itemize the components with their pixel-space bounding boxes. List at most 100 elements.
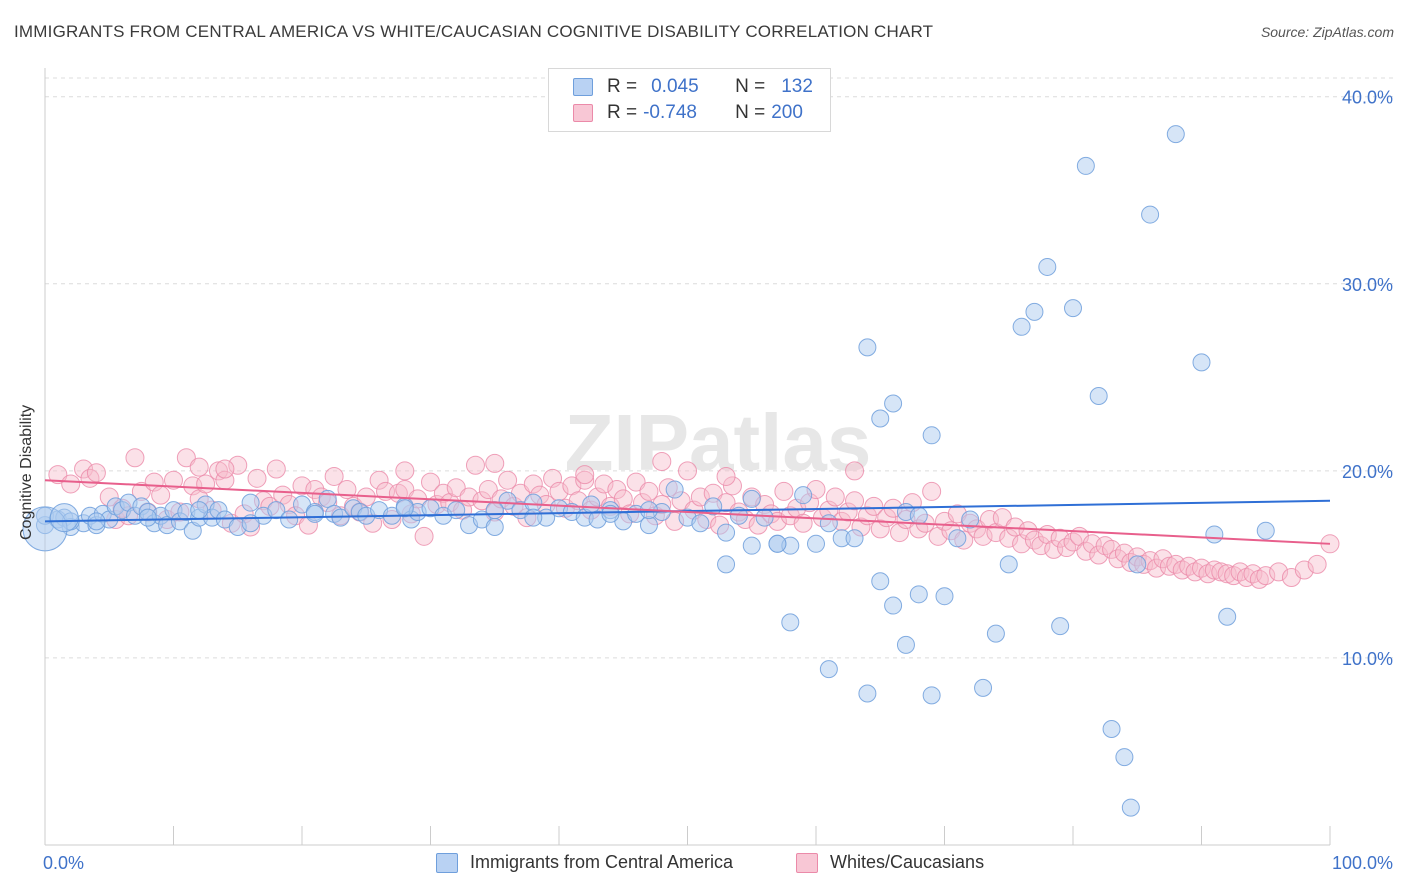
data-point-whites (292, 476, 312, 496)
data-point-central-america (1064, 299, 1082, 318)
data-point-whites (639, 481, 659, 501)
data-point-central-america (909, 585, 928, 604)
data-point-whites (208, 461, 228, 481)
data-point-central-america (858, 338, 877, 357)
data-point-central-america (909, 506, 928, 525)
data-point-whites (1050, 528, 1070, 548)
data-point-whites (678, 461, 697, 481)
data-point-whites (446, 478, 466, 498)
data-point-central-america (138, 508, 157, 527)
y-tick-label: 10.0% (1342, 649, 1393, 669)
data-point-whites (1089, 545, 1109, 565)
legend-label: Whites/Caucasians (830, 852, 985, 872)
data-point-central-america (1256, 521, 1275, 540)
legend-row-blue: R = 0.045 N = 132 (573, 75, 813, 99)
data-point-whites (845, 461, 865, 481)
series-legend: Immigrants from Central America Whites/C… (0, 852, 1406, 878)
data-point-central-america (742, 489, 761, 508)
data-point-central-america (871, 409, 890, 428)
data-point-central-america (241, 493, 260, 512)
data-point-whites (1294, 560, 1314, 580)
data-point-whites (395, 461, 415, 481)
data-point-whites (1031, 536, 1051, 556)
legend-item-central-america: Immigrants from Central America (436, 852, 733, 873)
data-point-whites (652, 452, 672, 471)
data-point-central-america (986, 624, 1005, 643)
data-point-whites (690, 487, 710, 507)
data-point-whites (716, 466, 736, 486)
n-label: N = (735, 76, 766, 97)
data-point-central-america (794, 486, 813, 505)
data-point-whites (421, 472, 440, 492)
data-point-whites (999, 528, 1019, 548)
data-point-whites (498, 470, 518, 490)
data-point-whites (189, 457, 209, 477)
data-point-whites (266, 459, 286, 479)
data-point-whites (575, 470, 595, 490)
data-point-whites (1211, 562, 1231, 582)
data-point-whites (607, 480, 627, 500)
data-point-central-america (768, 534, 787, 553)
data-point-central-america (665, 480, 684, 499)
data-point-central-america (524, 508, 543, 527)
data-point-whites (324, 466, 344, 486)
data-point-central-america (1141, 205, 1160, 224)
chart-title: IMMIGRANTS FROM CENTRAL AMERICA VS WHITE… (14, 22, 934, 41)
r-value: 0.045 (651, 76, 699, 97)
data-point-central-america (1205, 525, 1224, 544)
data-point-central-america (305, 504, 324, 523)
axes (44, 68, 1331, 846)
data-point-whites (1114, 543, 1134, 563)
data-point-central-america (485, 501, 504, 520)
data-point-whites (86, 463, 106, 483)
data-point-central-america (1192, 353, 1211, 372)
data-point-whites (1018, 521, 1038, 541)
data-point-whites (433, 483, 453, 503)
data-point-whites (1269, 562, 1289, 582)
data-point-whites (1076, 541, 1096, 561)
n-label: N = (735, 102, 766, 123)
y-tick-label: 20.0% (1342, 462, 1393, 482)
trend-line-whites (44, 479, 1331, 545)
data-point-whites (722, 476, 742, 496)
data-point-whites (228, 455, 248, 475)
data-point-whites (774, 481, 794, 501)
data-point-whites (369, 470, 389, 490)
data-point-whites (74, 459, 94, 479)
data-point-whites (870, 519, 890, 539)
data-point-central-america (781, 613, 800, 632)
data-point-central-america (755, 508, 774, 527)
data-point-whites (485, 453, 505, 473)
data-point-central-america (639, 516, 658, 535)
legend-item-whites: Whites/Caucasians (796, 852, 984, 873)
data-point-whites (48, 465, 68, 485)
data-point-central-america (1025, 302, 1044, 321)
data-point-whites (247, 468, 267, 488)
data-point-central-america (807, 534, 825, 553)
y-axis-label: Cognitive Disability (18, 404, 35, 540)
data-point-whites (1095, 536, 1115, 556)
data-point-central-america (582, 495, 601, 514)
data-point-central-america (858, 684, 877, 703)
data-point-whites (1307, 554, 1327, 574)
data-point-whites (151, 485, 171, 505)
data-point-central-america (819, 660, 838, 679)
data-point-whites (1102, 539, 1122, 559)
data-point-central-america (1102, 720, 1121, 739)
data-point-central-america (845, 529, 864, 548)
pink-swatch (796, 852, 818, 873)
data-point-central-america (1115, 748, 1134, 767)
data-point-whites (176, 448, 196, 468)
data-point-central-america (961, 510, 980, 529)
data-point-whites (164, 470, 183, 490)
r-value: -0.748 (643, 102, 697, 123)
trend-lines (44, 479, 1331, 545)
x-tick-label: 0.0% (43, 853, 84, 873)
data-point-whites (575, 465, 595, 485)
y-tick-label: 30.0% (1342, 275, 1393, 295)
pink-swatch (573, 104, 593, 122)
data-point-central-america (1218, 607, 1237, 626)
data-point-whites (626, 472, 646, 492)
data-point-whites (864, 496, 884, 516)
